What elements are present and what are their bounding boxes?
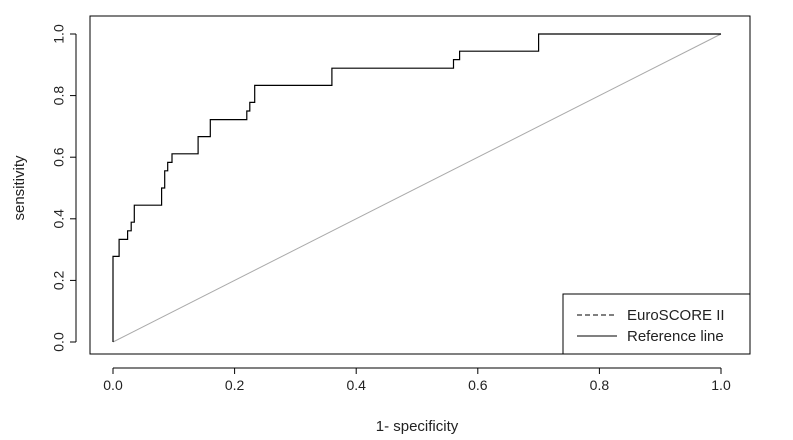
plot-frame — [89, 15, 751, 355]
y-tick-label: 0.6 — [51, 147, 67, 167]
y-tick-label: 0.4 — [51, 209, 67, 229]
x-tick-label: 0.6 — [468, 377, 488, 393]
legend-entry-label: EuroSCORE II — [627, 307, 725, 324]
plot-area — [112, 33, 722, 343]
legend-entry-label: Reference line — [627, 328, 724, 345]
axes: 0.0 0.2 0.4 0.6 0.8 1.0 0.0 0.2 0.4 0.6 0.8 1.0 1- s… — [11, 15, 751, 435]
y-tick-label: 0.0 — [51, 332, 67, 352]
diagonal-reference-line — [112, 33, 722, 343]
y-axis-title: sensitivity — [11, 155, 28, 221]
y-tick-label: 0.2 — [51, 270, 67, 290]
x-axis-title: 1- specificity — [376, 418, 459, 435]
legend-box — [562, 293, 751, 355]
y-tick-label: 1.0 — [51, 24, 67, 44]
y-tick-label: 0.8 — [51, 86, 67, 106]
roc-curve-line — [112, 33, 721, 342]
x-tick-label: 0.2 — [225, 377, 245, 393]
legend: EuroSCORE II Reference line — [562, 293, 751, 355]
x-tick-label: 0.0 — [103, 377, 123, 393]
x-tick-label: 0.4 — [346, 377, 366, 393]
x-tick-label: 1.0 — [711, 377, 731, 393]
x-tick-label: 0.8 — [590, 377, 610, 393]
